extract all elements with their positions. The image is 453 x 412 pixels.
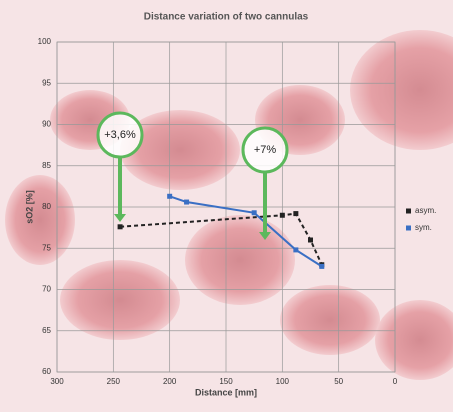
chart-title: Distance variation of two cannulas bbox=[144, 12, 309, 23]
y-tick-label: 100 bbox=[38, 37, 52, 46]
x-axis-label: Distance [mm] bbox=[195, 387, 257, 397]
data-point bbox=[308, 238, 313, 243]
y-axis-label: sO2 [%] bbox=[24, 190, 34, 224]
y-tick-label: 65 bbox=[42, 326, 51, 335]
annotation-text: +7% bbox=[254, 144, 277, 156]
data-point bbox=[118, 224, 123, 229]
y-tick-label: 70 bbox=[42, 285, 51, 294]
data-point bbox=[280, 213, 285, 218]
x-tick-label: 50 bbox=[334, 377, 343, 386]
x-tick-label: 150 bbox=[219, 377, 233, 386]
y-tick-label: 60 bbox=[42, 367, 51, 376]
x-tick-label: 200 bbox=[163, 377, 177, 386]
legend-swatch bbox=[406, 226, 411, 231]
data-point bbox=[293, 247, 298, 252]
x-tick-label: 0 bbox=[393, 377, 398, 386]
y-tick-label: 95 bbox=[42, 78, 51, 87]
annotation-text: +3,6% bbox=[104, 129, 136, 141]
legend-swatch bbox=[406, 209, 411, 214]
x-tick-label: 300 bbox=[50, 377, 64, 386]
chart: Distance variation of two cannulas Dista… bbox=[0, 0, 453, 412]
y-tick-label: 75 bbox=[42, 243, 51, 252]
legend-label: sym. bbox=[415, 223, 432, 232]
data-point bbox=[252, 210, 257, 215]
y-tick-label: 85 bbox=[42, 161, 51, 170]
y-tick-label: 90 bbox=[42, 120, 51, 129]
data-point bbox=[319, 264, 324, 269]
y-tick-label: 80 bbox=[42, 202, 51, 211]
data-point bbox=[167, 194, 172, 199]
x-tick-label: 250 bbox=[107, 377, 121, 386]
data-point bbox=[293, 211, 298, 216]
legend-label: asym. bbox=[415, 206, 436, 215]
data-point bbox=[184, 200, 189, 205]
x-tick-label: 100 bbox=[276, 377, 290, 386]
